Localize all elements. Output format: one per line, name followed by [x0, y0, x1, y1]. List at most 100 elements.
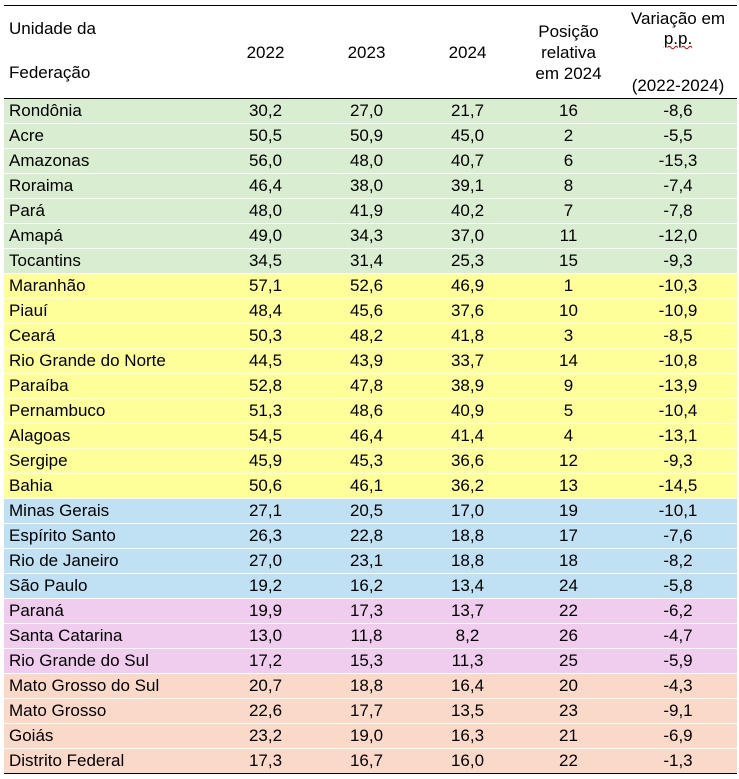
cell-variation: -9,3	[619, 248, 737, 274]
cell-2022: 19,9	[215, 598, 316, 624]
cell-2022: 26,3	[215, 523, 316, 549]
cell-variation: -10,8	[619, 348, 737, 374]
table-row: Pará 48,0 41,9 40,2 7 -7,8	[4, 198, 737, 224]
cell-uf: Espírito Santo	[4, 523, 215, 549]
cell-uf: Pernambuco	[4, 398, 215, 424]
cell-2023: 17,3	[316, 598, 417, 624]
cell-position: 25	[518, 648, 619, 674]
cell-uf: Santa Catarina	[4, 623, 215, 649]
cell-2023: 46,1	[316, 473, 417, 499]
cell-position: 23	[518, 698, 619, 724]
cell-uf: Piauí	[4, 298, 215, 324]
cell-position: 19	[518, 498, 619, 524]
cell-2022: 23,2	[215, 723, 316, 749]
table-row: Acre 50,5 50,9 45,0 2 -5,5	[4, 123, 737, 149]
cell-2022: 50,6	[215, 473, 316, 499]
cell-uf: Mato Grosso	[4, 698, 215, 724]
table-row: Piauí 48,4 45,6 37,6 10 -10,9	[4, 298, 737, 324]
header-variation-line2: p.p.	[663, 29, 693, 48]
header-variation-top: Variação em p.p.	[631, 9, 725, 49]
cell-variation: -8,5	[619, 323, 737, 349]
cell-2023: 43,9	[316, 348, 417, 374]
header-2023: 2023	[316, 5, 417, 99]
cell-position: 15	[518, 248, 619, 274]
cell-variation: -10,3	[619, 273, 737, 299]
table-row: Amazonas 56,0 48,0 40,7 6 -15,3	[4, 148, 737, 174]
cell-variation: -5,9	[619, 648, 737, 674]
cell-variation: -10,9	[619, 298, 737, 324]
cell-position: 3	[518, 323, 619, 349]
cell-uf: Goiás	[4, 723, 215, 749]
cell-2023: 23,1	[316, 548, 417, 574]
cell-2023: 16,7	[316, 748, 417, 774]
cell-2023: 19,0	[316, 723, 417, 749]
cell-2024: 40,7	[417, 148, 518, 174]
table-row: Pernambuco 51,3 48,6 40,9 5 -10,4	[4, 398, 737, 424]
cell-2022: 34,5	[215, 248, 316, 274]
cell-2023: 38,0	[316, 173, 417, 199]
header-uf: Unidade da Federação	[4, 5, 215, 99]
cell-2022: 44,5	[215, 348, 316, 374]
header-variation-stack: Variação em p.p. (2022-2024)	[619, 6, 737, 98]
cell-variation: -1,3	[619, 748, 737, 774]
cell-variation: -12,0	[619, 223, 737, 249]
cell-uf: Tocantins	[4, 248, 215, 274]
cell-2023: 17,7	[316, 698, 417, 724]
cell-variation: -7,4	[619, 173, 737, 199]
cell-2024: 13,7	[417, 598, 518, 624]
cell-2024: 17,0	[417, 498, 518, 524]
cell-uf: Paraná	[4, 598, 215, 624]
cell-variation: -13,1	[619, 423, 737, 449]
header-position-line1: Posição	[538, 21, 599, 41]
cell-variation: -8,2	[619, 548, 737, 574]
cell-position: 21	[518, 723, 619, 749]
cell-2024: 41,8	[417, 323, 518, 349]
cell-position: 10	[518, 298, 619, 324]
cell-variation: -4,7	[619, 623, 737, 649]
cell-2023: 16,2	[316, 573, 417, 599]
header-variation-line1: Variação em	[630, 9, 726, 28]
table-row: Mato Grosso 22,6 17,7 13,5 23 -9,1	[4, 698, 737, 724]
cell-position: 8	[518, 173, 619, 199]
cell-2023: 31,4	[316, 248, 417, 274]
cell-variation: -13,9	[619, 373, 737, 399]
cell-2024: 16,0	[417, 748, 518, 774]
cell-2023: 34,3	[316, 223, 417, 249]
cell-uf: São Paulo	[4, 573, 215, 599]
cell-2022: 27,1	[215, 498, 316, 524]
cell-position: 24	[518, 573, 619, 599]
cell-2024: 18,8	[417, 548, 518, 574]
table-row: Minas Gerais 27,1 20,5 17,0 19 -10,1	[4, 498, 737, 524]
cell-variation: -8,6	[619, 98, 737, 124]
cell-uf: Bahia	[4, 473, 215, 499]
cell-2024: 37,6	[417, 298, 518, 324]
cell-2022: 51,3	[215, 398, 316, 424]
cell-variation: -4,3	[619, 673, 737, 699]
cell-position: 26	[518, 623, 619, 649]
header-position-line3: em 2024	[535, 63, 602, 83]
cell-uf: Maranhão	[4, 273, 215, 299]
cell-2022: 17,2	[215, 648, 316, 674]
cell-variation: -6,2	[619, 598, 737, 624]
cell-2024: 41,4	[417, 423, 518, 449]
cell-variation: -10,4	[619, 398, 737, 424]
cell-position: 22	[518, 598, 619, 624]
cell-2023: 48,0	[316, 148, 417, 174]
table-row: Espírito Santo 26,3 22,8 18,8 17 -7,6	[4, 523, 737, 549]
cell-position: 9	[518, 373, 619, 399]
cell-2023: 48,6	[316, 398, 417, 424]
cell-uf: Roraima	[4, 173, 215, 199]
cell-2024: 46,9	[417, 273, 518, 299]
cell-2023: 41,9	[316, 198, 417, 224]
cell-2022: 27,0	[215, 548, 316, 574]
table-row: Tocantins 34,5 31,4 25,3 15 -9,3	[4, 248, 737, 274]
cell-2022: 50,3	[215, 323, 316, 349]
cell-uf: Distrito Federal	[4, 748, 215, 774]
header-uf-line1: Unidade da	[9, 19, 96, 38]
table-row: Mato Grosso do Sul 20,7 18,8 16,4 20 -4,3	[4, 673, 737, 699]
cell-2022: 22,6	[215, 698, 316, 724]
table-row: Distrito Federal 17,3 16,7 16,0 22 -1,3	[4, 748, 737, 774]
cell-2024: 18,8	[417, 523, 518, 549]
cell-2023: 11,8	[316, 623, 417, 649]
table-row: Roraima 46,4 38,0 39,1 8 -7,4	[4, 173, 737, 199]
